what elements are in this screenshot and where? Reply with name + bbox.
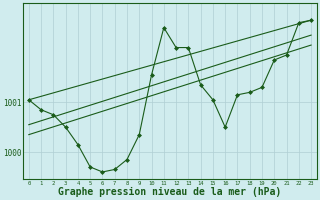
- X-axis label: Graphe pression niveau de la mer (hPa): Graphe pression niveau de la mer (hPa): [58, 187, 282, 197]
